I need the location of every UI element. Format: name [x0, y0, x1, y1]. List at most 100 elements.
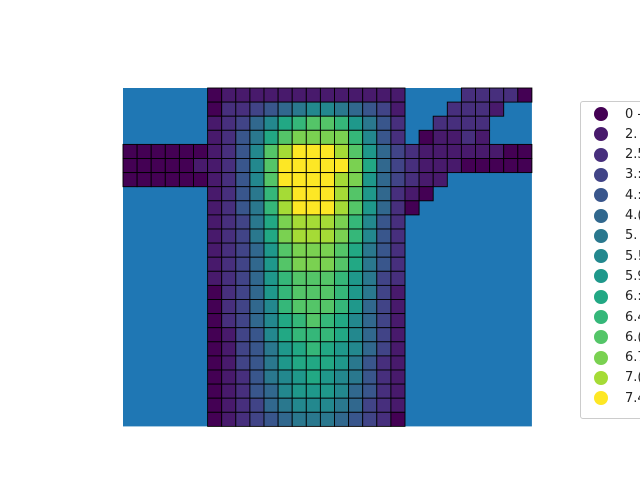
grid-cell	[305, 270, 321, 286]
grid-cell	[390, 129, 406, 145]
grid-cell	[305, 397, 321, 413]
grid-cell	[207, 355, 223, 371]
legend-label: 6.(	[625, 329, 640, 345]
grid-cell	[305, 158, 321, 174]
grid-cell	[376, 200, 392, 216]
grid-cell	[235, 369, 251, 385]
legend-entry: 2.	[594, 124, 637, 144]
grid-cell	[277, 186, 293, 202]
grid-cell	[362, 101, 378, 117]
grid-cell	[207, 214, 223, 230]
grid-cell	[362, 200, 378, 216]
grid-cell	[263, 369, 279, 385]
grid-cell	[221, 355, 237, 371]
legend-swatch	[594, 350, 608, 365]
grid-cell	[263, 158, 279, 174]
grid-cell	[418, 143, 434, 159]
grid-cell	[277, 341, 293, 357]
legend-swatch	[594, 310, 608, 324]
grid-cell	[277, 214, 293, 230]
grid-cell	[390, 101, 406, 117]
grid-cell	[305, 355, 321, 371]
grid-cell	[319, 341, 335, 357]
grid-cell	[334, 313, 350, 329]
grid-cell	[221, 228, 237, 244]
grid-cell	[235, 355, 251, 371]
grid-cell	[207, 158, 223, 174]
grid-cell	[376, 214, 392, 230]
grid-cell	[221, 158, 237, 174]
grid-cell	[334, 355, 350, 371]
grid-cell	[207, 242, 223, 258]
grid-cell	[150, 172, 166, 188]
grid-cell	[263, 313, 279, 329]
grid-cell	[503, 158, 519, 174]
grid-cell	[221, 327, 237, 343]
grid-cell	[376, 355, 392, 371]
grid-cell	[305, 327, 321, 343]
grid-cell	[193, 143, 209, 159]
grid-cell	[221, 200, 237, 216]
grid-cell	[249, 228, 265, 244]
grid-cell	[305, 369, 321, 385]
grid-cell	[221, 242, 237, 258]
grid-cell	[291, 214, 307, 230]
grid-cell	[390, 115, 406, 131]
grid-cell	[362, 172, 378, 188]
grid-cell	[475, 129, 491, 145]
grid-cell	[334, 411, 350, 427]
grid-cell	[362, 214, 378, 230]
grid-cell	[263, 172, 279, 188]
grid-cell	[263, 397, 279, 413]
grid-cell	[263, 129, 279, 145]
grid-cell	[348, 172, 364, 188]
grid-cell	[207, 397, 223, 413]
grid-cell	[319, 129, 335, 145]
grid-cell	[334, 270, 350, 286]
grid-cell	[362, 242, 378, 258]
grid-cell	[221, 299, 237, 315]
grid-cell	[319, 369, 335, 385]
grid-cell	[249, 186, 265, 202]
grid-cell	[390, 270, 406, 286]
grid-cell	[207, 200, 223, 216]
grid-cell	[334, 115, 350, 131]
grid-cell	[376, 270, 392, 286]
grid-cell	[277, 383, 293, 399]
grid-cell	[277, 299, 293, 315]
grid-cell	[376, 87, 392, 103]
grid-cell	[235, 115, 251, 131]
grid-cell	[207, 186, 223, 202]
grid-cell	[305, 228, 321, 244]
grid-cell	[235, 313, 251, 329]
grid-cell	[164, 143, 180, 159]
grid-cell	[348, 228, 364, 244]
grid-cell	[263, 115, 279, 131]
grid-cell	[362, 228, 378, 244]
grid-cell	[235, 186, 251, 202]
grid-cell	[390, 172, 406, 188]
grid-cell	[319, 383, 335, 399]
grid-cell	[390, 327, 406, 343]
grid-cell	[221, 313, 237, 329]
grid-cell	[305, 87, 321, 103]
grid-cell	[348, 341, 364, 357]
grid-cell	[207, 313, 223, 329]
grid-cell	[249, 369, 265, 385]
grid-cell	[362, 158, 378, 174]
legend-entry: 0 -	[594, 104, 640, 124]
grid-cell	[291, 158, 307, 174]
grid-cell	[291, 129, 307, 145]
grid-cell	[319, 299, 335, 315]
grid-cell	[249, 341, 265, 357]
grid-cells	[122, 87, 533, 427]
grid-cell	[334, 327, 350, 343]
legend-swatch	[594, 228, 608, 243]
grid-cell	[235, 214, 251, 230]
grid-cell	[277, 284, 293, 300]
grid-cell	[150, 158, 166, 174]
grid-cell	[221, 87, 237, 103]
grid-cell	[319, 313, 335, 329]
grid-cell	[277, 369, 293, 385]
grid-cell	[263, 284, 279, 300]
